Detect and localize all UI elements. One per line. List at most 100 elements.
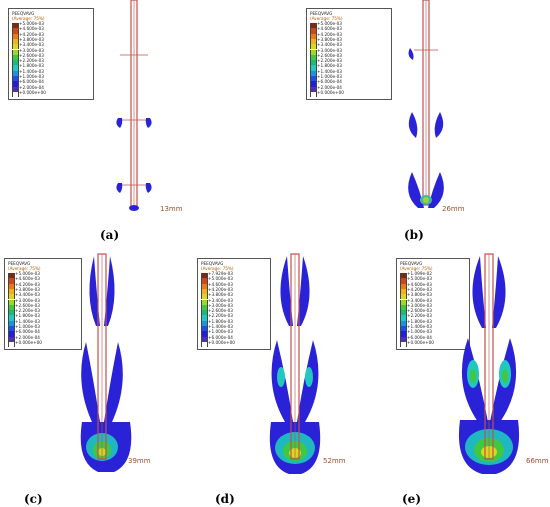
legend-a: PEEQVAVG (Average: 75%) +5.000e-03 +4.600…: [8, 8, 94, 100]
legend-swatch: [8, 278, 15, 284]
legend-value: +2.000e-04: [317, 84, 342, 90]
legend-average: (Average: 75%): [201, 266, 234, 271]
legend-swatch: [201, 336, 208, 342]
legend-value: +4.200e-03: [317, 31, 342, 37]
legend-swatch: [12, 38, 19, 45]
legend-swatch: [310, 86, 317, 92]
legend-value: +6.000e-04: [208, 334, 233, 340]
legend-title: PEEQVAVG: [400, 261, 423, 266]
legend-value: +3.000e-03: [407, 302, 432, 308]
legend-swatch: [400, 315, 407, 321]
legend-value: +1.400e-03: [407, 324, 432, 329]
legend-swatch: [12, 81, 19, 87]
legend-value: +5.000e-03: [208, 276, 233, 282]
depth-label: 52mm: [323, 457, 346, 465]
legend-swatch: [400, 341, 407, 348]
legend-swatch: [201, 299, 208, 305]
legend-swatch: [12, 23, 19, 29]
legend-swatch: [310, 33, 317, 39]
legend-swatch: [12, 33, 19, 39]
legend-value: +1.000e-03: [407, 329, 432, 335]
legend-value: +4.600e-03: [317, 26, 342, 32]
legend-swatch: [400, 273, 407, 279]
legend-value: +2.600e-03: [19, 52, 44, 58]
legend-swatch: [400, 288, 407, 295]
legend-value: +3.000e-03: [208, 302, 233, 308]
legend-swatch: [400, 310, 407, 316]
legend-title: PEEQVAVG: [8, 261, 31, 266]
legend-swatch: [400, 326, 407, 332]
legend-value: +2.200e-03: [407, 313, 432, 319]
legend-value: +0.000e+00: [15, 339, 42, 345]
legend-swatch: [8, 273, 15, 279]
legend-swatch: [8, 299, 15, 305]
legend-value: +1.000e-03: [15, 324, 40, 329]
legend-swatch: [201, 315, 208, 321]
legend-value: +3.800e-03: [19, 36, 44, 42]
legend-value: +3.400e-03: [317, 42, 342, 48]
legend-value: +2.600e-03: [15, 302, 40, 308]
legend-value: +2.600e-03: [317, 52, 342, 58]
legend-value: +1.400e-03: [15, 318, 40, 324]
legend-value: +4.200e-03: [208, 286, 233, 292]
legend-value: +0.000e+00: [19, 89, 46, 95]
legend-swatch: [400, 299, 407, 305]
legend-swatch: [12, 54, 19, 61]
legend-swatch: [201, 278, 208, 284]
legend-value: +0.000e+00: [407, 339, 434, 345]
legend-value: +2.200e-03: [19, 58, 44, 64]
legend-swatch: [400, 278, 407, 284]
simulation-view-c: [80, 253, 132, 472]
legend-swatch: [12, 28, 19, 34]
legend-value: +2.600e-03: [407, 308, 432, 314]
legend-average: (Average: 75%): [310, 16, 343, 21]
panel-label: (e): [402, 492, 421, 506]
legend-value: +2.600e-03: [208, 308, 233, 314]
legend-swatch: [8, 294, 15, 300]
legend-swatch: [201, 294, 208, 300]
legend-swatch: [12, 44, 19, 50]
legend-swatch: [400, 336, 407, 342]
legend-value: +4.600e-03: [15, 276, 40, 282]
legend-value: +6.000e-04: [407, 334, 432, 340]
legend-value: +3.400e-03: [208, 297, 233, 303]
legend-swatch: [310, 23, 317, 29]
panel-label: (c): [24, 492, 43, 506]
legend-swatch: [310, 76, 317, 82]
panel-label: (a): [100, 228, 120, 242]
legend-swatch: [201, 341, 208, 348]
legend-value: +3.000e-03: [15, 297, 40, 303]
legend-title: PEEQVAVG: [201, 261, 224, 266]
legend-swatch: [8, 326, 15, 332]
legend-swatch: [201, 326, 208, 332]
legend-average: (Average: 75%): [8, 266, 41, 271]
legend-swatch: [12, 65, 19, 71]
legend-swatch: [8, 304, 15, 311]
legend-value: +4.200e-03: [15, 281, 40, 287]
legend-value: +2.200e-03: [15, 308, 40, 314]
legend-swatch: [400, 294, 407, 300]
legend-value: +1.400e-03: [19, 68, 44, 74]
legend-value: +2.200e-03: [317, 58, 342, 64]
legend-value: +0.000e+00: [317, 89, 344, 95]
legend-swatch: [310, 91, 317, 98]
legend-value: +3.800e-03: [317, 36, 342, 42]
legend-swatch: [310, 49, 317, 55]
legend-value: +3.400e-03: [19, 42, 44, 48]
legend-value: +0.000e+00: [208, 339, 235, 345]
legend-value: +6.000e-04: [15, 329, 40, 335]
legend-value: +1.000e-03: [19, 74, 44, 79]
legend-value: +1.800e-03: [19, 63, 44, 69]
legend-value: +3.000e-03: [317, 47, 342, 53]
legend-swatch: [400, 283, 407, 289]
legend-swatch: [310, 38, 317, 45]
simulation-view-a: [116, 0, 152, 211]
legend-value: +3.000e-03: [19, 47, 44, 53]
legend-value: +1.800e-03: [208, 318, 233, 324]
legend-value: +1.800e-03: [407, 318, 432, 324]
legend-value: +3.800e-03: [208, 292, 233, 298]
legend-swatch: [8, 341, 15, 348]
panel-d: PEEQVAVG (Average: 75%) +7.929e-03 +5.000…: [185, 250, 370, 507]
depth-label: 39mm: [128, 457, 151, 465]
legend-value: +5.000e-03: [15, 271, 40, 276]
